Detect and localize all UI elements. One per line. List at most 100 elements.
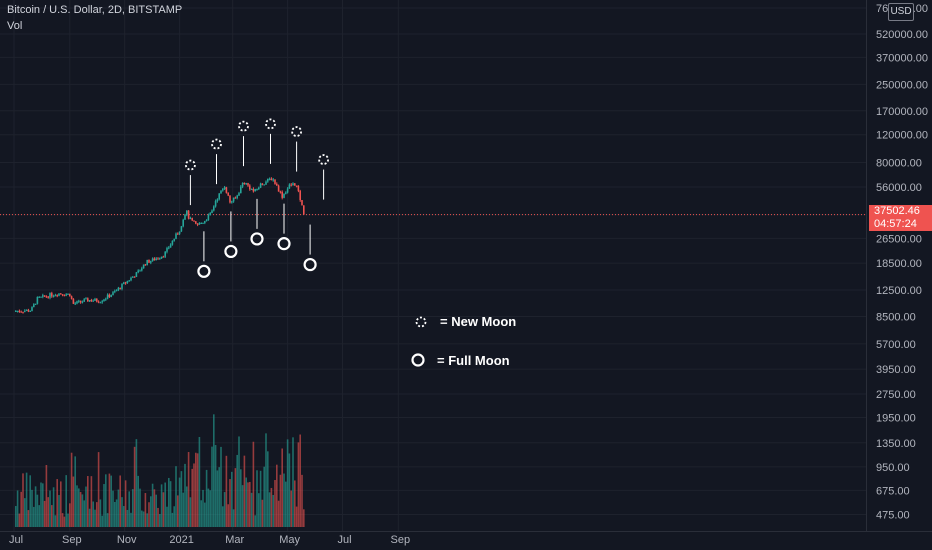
volume-bar [247, 482, 249, 527]
volume-bar [88, 508, 91, 527]
candle-body [146, 259, 148, 265]
volume-bar [218, 467, 220, 527]
price-axis[interactable] [866, 0, 932, 531]
volume-bar [164, 482, 166, 527]
legend-full-moon-label: = Full Moon [437, 353, 510, 368]
volume-bar [256, 470, 258, 527]
candle-body [65, 294, 67, 296]
price-tick-label: 12500.00 [876, 285, 922, 297]
candle-body [160, 256, 163, 259]
volume-bar [214, 445, 217, 527]
new-moon-icon [265, 118, 276, 130]
volume-bar [182, 492, 184, 527]
volume-bar [33, 506, 35, 527]
time-tick-label: Sep [62, 534, 82, 546]
volume-bar [184, 463, 186, 527]
volume-bar [297, 442, 300, 527]
volume-bar [78, 488, 80, 527]
volume-bar [191, 468, 193, 527]
candle-body [159, 258, 161, 260]
last-price-value: 37502.46 [874, 205, 920, 217]
candle-body [137, 270, 139, 273]
price-tick-label: 80000.00 [876, 158, 922, 170]
candle-body [283, 193, 285, 198]
candle-body [60, 293, 62, 295]
volume-bar [222, 506, 224, 527]
volume-bar [47, 497, 49, 527]
candle-body [58, 293, 60, 296]
volume-bar [144, 493, 147, 527]
candle-body [198, 223, 201, 225]
candle-body [225, 187, 228, 193]
volume-bar [142, 511, 145, 527]
price-tick-label: 56000.00 [876, 182, 922, 194]
candle-body [243, 182, 246, 184]
volume-bar [231, 471, 233, 527]
volume-bar [238, 436, 240, 527]
candle-body [67, 293, 69, 295]
candle-body [272, 179, 274, 181]
candle-body [29, 310, 31, 312]
volume-bar [270, 487, 273, 527]
volume-bar [173, 506, 175, 527]
time-tick-label: Jul [9, 534, 23, 546]
candle-body [238, 193, 240, 196]
candle-body [103, 299, 105, 302]
volume-bar [207, 488, 210, 527]
time-tick-label: May [279, 534, 300, 546]
full-moon-icon [250, 232, 264, 246]
volume-bar [177, 495, 179, 527]
candle-body [40, 296, 42, 298]
candle-body [22, 311, 24, 313]
volume-bar [267, 451, 269, 527]
candle-body [70, 296, 73, 299]
candle-body [45, 296, 48, 298]
price-tick-label: 520000.00 [876, 29, 928, 41]
candle-body [241, 182, 244, 187]
last-price-tag: 37502.46 04:57:24 [869, 205, 932, 231]
candle-body [270, 178, 273, 181]
candle-body [286, 188, 289, 193]
volume-bar [245, 477, 247, 527]
volume-bar [87, 476, 89, 527]
volume-bar [96, 502, 98, 527]
candle-body [87, 298, 89, 302]
candle-body [236, 195, 238, 198]
volume-bar [150, 496, 152, 527]
volume-bar [94, 509, 96, 527]
candle-body [229, 195, 231, 203]
volume-bar [303, 509, 305, 527]
candle-body [263, 184, 265, 186]
time-axis[interactable] [0, 531, 932, 550]
candle-body [128, 280, 130, 282]
candle-body [90, 300, 93, 302]
price-tick-label: 675.00 [876, 485, 910, 497]
volume-bar [124, 480, 127, 527]
volume-label: Vol [7, 20, 23, 32]
currency-button[interactable]: USD [888, 3, 914, 21]
candle-body [78, 300, 80, 302]
candle-body [101, 301, 103, 303]
candle-body [279, 191, 282, 193]
volume-bar [45, 464, 48, 527]
candle-body [63, 295, 66, 297]
new-moon-icon [415, 316, 427, 328]
volume-bar [234, 468, 237, 527]
volume-bar [169, 481, 172, 527]
candle-body [110, 294, 112, 297]
volume-bar [295, 506, 298, 527]
volume-bar [38, 505, 40, 527]
candle-body [85, 298, 87, 300]
time-tick-label: Nov [117, 534, 137, 546]
volume-bar [243, 455, 246, 527]
volume-bar [101, 515, 103, 527]
volume-bar [90, 476, 93, 527]
volume-bar [290, 490, 292, 527]
volume-bar [132, 489, 134, 527]
candle-body [15, 311, 17, 313]
volume-bar [171, 512, 174, 527]
candle-body [42, 295, 44, 297]
volume-bar [117, 489, 120, 527]
volume-bar [227, 504, 229, 527]
